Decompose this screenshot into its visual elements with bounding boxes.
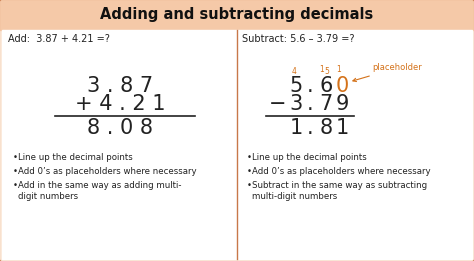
Text: digit numbers: digit numbers <box>18 192 78 201</box>
Text: −: − <box>269 94 287 114</box>
Text: .: . <box>307 118 313 138</box>
Text: 1: 1 <box>319 64 324 74</box>
Text: •: • <box>247 181 252 190</box>
Text: 8: 8 <box>319 118 333 138</box>
Bar <box>0 0 474 30</box>
Text: .: . <box>307 94 313 114</box>
Text: 7: 7 <box>319 94 333 114</box>
Text: 3 . 8 7: 3 . 8 7 <box>87 76 153 96</box>
Text: Adding and subtracting decimals: Adding and subtracting decimals <box>100 8 374 22</box>
Text: 9: 9 <box>335 94 349 114</box>
Text: 1: 1 <box>336 118 348 138</box>
Text: •: • <box>13 153 18 162</box>
Text: 5: 5 <box>325 68 329 76</box>
Text: multi-digit numbers: multi-digit numbers <box>252 192 337 201</box>
Text: Add 0’s as placeholders where necessary: Add 0’s as placeholders where necessary <box>252 167 430 176</box>
Text: Subtract in the same way as subtracting: Subtract in the same way as subtracting <box>252 181 427 190</box>
Text: 4: 4 <box>292 68 296 76</box>
Text: •: • <box>247 167 252 176</box>
Text: Add:  3.87 + 4.21 =?: Add: 3.87 + 4.21 =? <box>8 34 110 44</box>
Text: •: • <box>247 153 252 162</box>
Text: 0: 0 <box>336 76 348 96</box>
Text: placeholder: placeholder <box>353 63 422 81</box>
Bar <box>237 30 472 259</box>
Text: 8 . 0 8: 8 . 0 8 <box>87 118 153 138</box>
Text: 5: 5 <box>289 76 302 96</box>
Text: + 4 . 2 1: + 4 . 2 1 <box>75 94 165 114</box>
Text: 6: 6 <box>319 76 333 96</box>
Bar <box>2 30 237 259</box>
Text: Add in the same way as adding multi-: Add in the same way as adding multi- <box>18 181 182 190</box>
Text: 3: 3 <box>289 94 302 114</box>
Text: •: • <box>13 167 18 176</box>
Text: 1: 1 <box>289 118 302 138</box>
Text: •: • <box>13 181 18 190</box>
Text: .: . <box>307 76 313 96</box>
Text: Line up the decimal points: Line up the decimal points <box>252 153 367 162</box>
Text: Line up the decimal points: Line up the decimal points <box>18 153 133 162</box>
Text: 1: 1 <box>337 64 341 74</box>
Text: Subtract: 5.6 – 3.79 =?: Subtract: 5.6 – 3.79 =? <box>242 34 355 44</box>
Text: Add 0’s as placeholders where necessary: Add 0’s as placeholders where necessary <box>18 167 197 176</box>
